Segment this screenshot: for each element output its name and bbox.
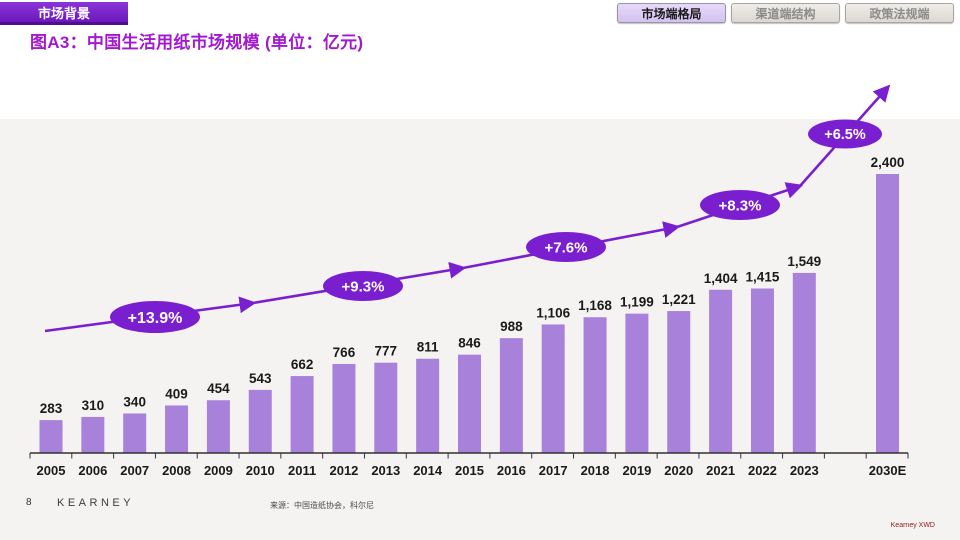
growth-ellipse — [700, 190, 780, 220]
kearney-logo: KEARNEY — [57, 497, 135, 509]
bar-value-label: 662 — [291, 357, 314, 372]
bar-value-label: 1,221 — [662, 292, 696, 307]
x-axis-label: 2006 — [78, 463, 107, 478]
x-axis-label: 2011 — [288, 463, 316, 478]
growth-ellipse — [110, 301, 200, 333]
bar-2022 — [750, 288, 774, 453]
growth-ellipse-label: +9.3% — [342, 278, 385, 295]
tab-policy-regulation[interactable]: 政策法规端 — [845, 3, 954, 23]
x-axis-label: 2014 — [413, 463, 443, 478]
bar-value-label: 1,549 — [787, 254, 821, 269]
tab-market-structure[interactable]: 市场端格局 — [617, 3, 726, 23]
source-note: 来源：中国造纸协会，科尔尼 — [270, 501, 374, 510]
growth-ellipse-label: +7.6% — [545, 239, 588, 256]
bar-2017 — [541, 324, 565, 453]
x-axis-label: 2020 — [664, 463, 693, 478]
bar-value-label: 1,199 — [620, 295, 654, 310]
tab-bar: 市场端格局 渠道端结构 政策法规端 — [617, 3, 954, 23]
page-title: 图A3：中国生活用纸市场规模 (单位：亿元) — [30, 33, 364, 52]
x-axis-label: 2022 — [748, 463, 777, 478]
x-axis-label: 2018 — [581, 463, 610, 478]
x-axis-label: 2007 — [120, 463, 149, 478]
growth-ellipse — [808, 119, 882, 149]
bar-value-label: 283 — [40, 401, 63, 416]
bar-value-label: 543 — [249, 371, 272, 386]
tab-channel-structure[interactable]: 渠道端结构 — [731, 3, 840, 23]
bar-2030E — [876, 174, 899, 453]
growth-ellipse — [526, 232, 606, 262]
bar-2012 — [332, 363, 356, 453]
bar-value-label: 811 — [417, 340, 439, 355]
growth-ellipse — [323, 271, 403, 301]
bar-2019 — [625, 313, 649, 453]
x-axis-label: 2019 — [622, 463, 651, 478]
bar-value-label: 409 — [165, 386, 188, 401]
bar-2016 — [499, 338, 523, 453]
bar-2014 — [416, 358, 440, 453]
bar-2021 — [709, 289, 733, 453]
bar-value-label: 310 — [82, 398, 105, 413]
growth-ellipse-label: +6.5% — [824, 127, 866, 143]
bar-value-label: 454 — [207, 381, 230, 396]
growth-ellipse-label: +13.9% — [128, 310, 183, 327]
bar-2005 — [39, 420, 63, 453]
bar-2023 — [792, 272, 816, 453]
x-axis-label: 2008 — [162, 463, 191, 478]
bar-value-label: 766 — [333, 345, 356, 360]
section-badge: 市场背景 — [0, 2, 128, 25]
bar-2009 — [206, 400, 230, 453]
page-number: 8 — [26, 497, 32, 508]
bar-value-label: 777 — [375, 344, 398, 359]
bar-2011 — [290, 376, 314, 453]
x-axis-label: 2009 — [204, 463, 233, 478]
x-axis-label: 2023 — [790, 463, 819, 478]
bar-2015 — [458, 354, 481, 453]
bar-value-label: 846 — [458, 336, 481, 351]
bar-value-label: 2,400 — [871, 155, 905, 170]
bar-value-label: 340 — [123, 394, 146, 409]
x-axis-label: 2021 — [706, 463, 735, 478]
bar-value-label: 1,168 — [578, 298, 612, 313]
x-axis-label: 2012 — [329, 463, 358, 478]
bar-2010 — [248, 389, 272, 453]
bar-2018 — [583, 317, 607, 453]
bar-2006 — [81, 416, 105, 453]
bar-2020 — [667, 311, 691, 453]
watermark: Kearney XWD — [890, 522, 935, 529]
bar-2008 — [165, 405, 189, 453]
bar-value-label: 1,404 — [704, 271, 738, 286]
bar-value-label: 1,415 — [746, 270, 780, 285]
bar-2013 — [374, 362, 398, 453]
x-axis-label: 2010 — [246, 463, 275, 478]
x-axis-label: 2017 — [539, 463, 568, 478]
bar-value-label: 1,106 — [536, 305, 570, 320]
bar-value-label: 988 — [500, 319, 523, 334]
x-axis-label: 2005 — [37, 463, 66, 478]
bar-2007 — [123, 413, 147, 453]
growth-ellipse-label: +8.3% — [719, 197, 762, 214]
x-axis-label: 2016 — [497, 463, 526, 478]
x-axis-label: 2015 — [455, 463, 484, 478]
x-axis-label: 2013 — [371, 463, 400, 478]
x-axis-label: 2030E — [869, 463, 907, 478]
